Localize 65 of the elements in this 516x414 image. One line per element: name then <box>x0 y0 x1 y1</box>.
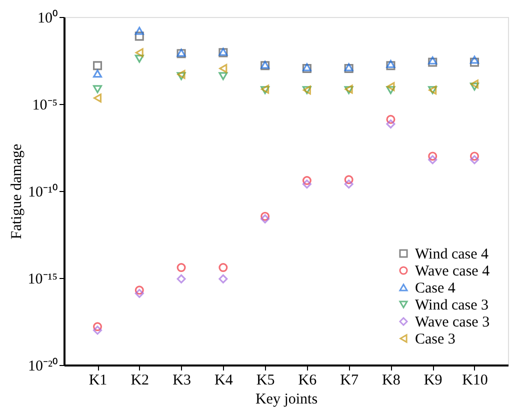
point <box>135 48 144 58</box>
point <box>260 214 270 224</box>
legend-label: Case 3 <box>415 332 456 348</box>
point <box>93 326 102 335</box>
x-tick-label: K5 <box>256 372 275 388</box>
point <box>386 61 396 70</box>
x-tick-label: K3 <box>172 372 191 388</box>
x-tick-label: K10 <box>462 372 488 388</box>
x-tick-label: K2 <box>130 372 150 388</box>
point <box>344 180 354 189</box>
point <box>386 60 396 68</box>
point <box>134 26 144 35</box>
point <box>94 94 102 103</box>
legend-label: Wave case 4 <box>415 264 490 280</box>
y-tick-label: 10⁻¹⁰ <box>28 184 58 200</box>
point <box>428 56 438 64</box>
point <box>470 82 479 91</box>
point <box>302 180 312 189</box>
point <box>134 54 144 63</box>
x-tick-label: K1 <box>88 372 108 388</box>
point <box>470 80 478 89</box>
x-tick-label: K8 <box>382 372 400 388</box>
x-axis-title: Key joints <box>255 392 318 408</box>
point <box>134 288 144 298</box>
point <box>470 152 479 161</box>
point <box>219 64 228 73</box>
y-axis-title: Fatigue damage <box>8 143 25 240</box>
point <box>218 274 228 284</box>
point <box>428 58 438 67</box>
y-tick-label: 10⁻⁵ <box>32 98 58 114</box>
point <box>177 70 186 79</box>
point <box>93 61 102 70</box>
point <box>470 155 479 164</box>
point <box>302 176 312 186</box>
point <box>428 155 438 164</box>
x-tick-label: K4 <box>214 372 234 388</box>
x-tick-label: K9 <box>424 372 442 388</box>
legend-label: Wind case 4 <box>415 246 490 262</box>
point <box>218 263 228 272</box>
legend-label: Wave case 3 <box>415 314 490 330</box>
point <box>386 82 395 92</box>
x-tick-label: K7 <box>340 372 359 388</box>
point <box>386 119 396 128</box>
point <box>134 32 144 41</box>
point <box>93 322 102 332</box>
y-tick-label: 10⁰ <box>38 10 58 26</box>
point <box>386 86 396 94</box>
point <box>260 212 270 221</box>
y-tick-label: 10⁻¹⁵ <box>28 272 58 288</box>
point <box>176 274 186 284</box>
legend-label: Case 4 <box>415 280 456 296</box>
point <box>93 70 102 78</box>
x-tick-label: K6 <box>298 372 318 388</box>
point <box>134 286 144 295</box>
point <box>176 72 186 80</box>
point <box>470 58 479 67</box>
point <box>386 114 396 124</box>
point <box>176 263 186 272</box>
point <box>344 175 354 184</box>
point <box>218 72 228 80</box>
legend-label: Wind case 3 <box>415 298 489 314</box>
point <box>470 56 479 64</box>
point <box>93 85 102 94</box>
point <box>428 152 438 161</box>
y-tick-label: 10⁻²⁰ <box>28 358 58 374</box>
